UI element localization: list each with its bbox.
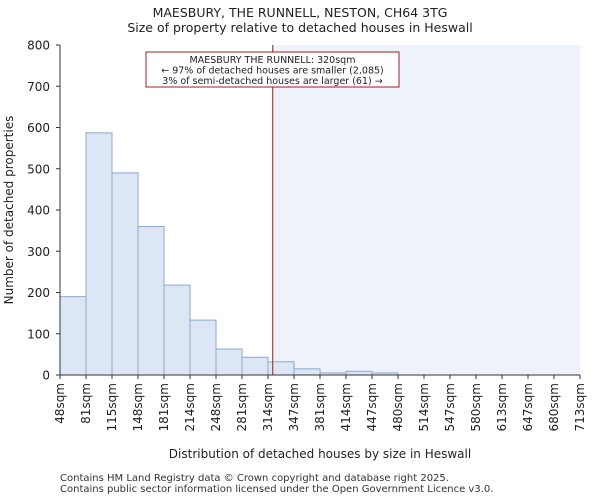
- x-tick-label-381sqm: 381sqm: [313, 383, 327, 431]
- y-tick-label-200: 200: [27, 286, 50, 300]
- x-tick-label-115sqm: 115sqm: [105, 383, 119, 431]
- x-axis-label: Distribution of detached houses by size …: [169, 447, 471, 461]
- x-tick-label-414sqm: 414sqm: [339, 383, 353, 431]
- footer-attribution: Contains HM Land Registry data © Crown c…: [60, 473, 493, 495]
- x-tick-label-314sqm: 314sqm: [261, 383, 275, 431]
- x-tick-label-81sqm: 81sqm: [79, 383, 93, 424]
- bar-81sqm: [85, 132, 113, 376]
- footer-line-2: Contains public sector information licen…: [60, 484, 494, 495]
- y-tick-label-0: 0: [42, 369, 50, 383]
- y-tick-label-400: 400: [27, 204, 50, 218]
- bars-group: [59, 132, 399, 376]
- y-tick-label-500: 500: [27, 162, 50, 176]
- x-tick-label-480sqm: 480sqm: [391, 383, 405, 431]
- bar-48sqm: [59, 296, 87, 376]
- x-tick-label-647sqm: 647sqm: [521, 383, 535, 431]
- y-ticks-group: 0 100 200 300 400 500 600 700 800: [27, 39, 60, 383]
- chart-title-text: MAESBURY, THE RUNNELL, NESTON, CH64 3TG: [152, 5, 448, 20]
- bar-248sqm: [215, 348, 243, 376]
- annotation-border: [145, 51, 400, 88]
- bar-347sqm: [293, 368, 321, 376]
- bar-281sqm: [241, 356, 269, 376]
- x-tick-label-214sqm: 214sqm: [183, 383, 197, 431]
- bar-414sqm: [345, 370, 373, 376]
- x-tick-label-281sqm: 281sqm: [235, 383, 249, 431]
- x-tick-label-613sqm: 613sqm: [495, 383, 509, 431]
- x-tick-label-48sqm: 48sqm: [53, 383, 67, 424]
- footer-line-1: Contains HM Land Registry data © Crown c…: [60, 473, 449, 484]
- y-tick-label-800: 800: [27, 39, 50, 53]
- x-ticks-group: 48sqm 81sqm 115sqm 148sqm 181sqm 214sqm 248sqm…: [53, 375, 587, 431]
- y-tick-label-100: 100: [27, 327, 50, 341]
- chart-subtitle-text: Size of property relative to detached ho…: [127, 20, 473, 35]
- bar-314sqm: [267, 361, 295, 376]
- x-tick-label-713sqm: 713sqm: [573, 383, 587, 431]
- chart-title: MAESBURY, THE RUNNELL, NESTON, CH64 3TG …: [0, 5, 600, 35]
- annotation-line-2: ← 97% of detached houses are smaller (2,…: [161, 66, 384, 77]
- bar-214sqm: [189, 319, 217, 376]
- x-tick-label-680sqm: 680sqm: [547, 383, 561, 431]
- y-tick-label-700: 700: [27, 80, 50, 94]
- x-tick-label-248sqm: 248sqm: [209, 383, 223, 431]
- x-tick-label-547sqm: 547sqm: [443, 383, 457, 431]
- bar-115sqm: [111, 172, 139, 376]
- x-tick-label-447sqm: 447sqm: [365, 383, 379, 431]
- y-tick-label-600: 600: [27, 121, 50, 135]
- x-tick-label-514sqm: 514sqm: [417, 383, 431, 431]
- bar-181sqm: [163, 284, 191, 376]
- y-tick-label-300: 300: [27, 245, 50, 259]
- highlight-region: [272, 45, 580, 375]
- annotation-line-1: MAESBURY THE RUNNELL: 320sqm: [190, 55, 356, 66]
- bar-148sqm: [137, 226, 165, 376]
- x-tick-label-347sqm: 347sqm: [287, 383, 301, 431]
- x-tick-label-148sqm: 148sqm: [131, 383, 145, 431]
- x-tick-label-580sqm: 580sqm: [469, 383, 483, 431]
- y-axis-label: Number of detached properties: [2, 116, 16, 305]
- x-tick-label-181sqm: 181sqm: [157, 383, 171, 431]
- annotation-line-3: 3% of semi-detached houses are larger (6…: [162, 76, 382, 87]
- annotation-box: MAESBURY THE RUNNELL: 320sqm ← 97% of de…: [145, 51, 400, 88]
